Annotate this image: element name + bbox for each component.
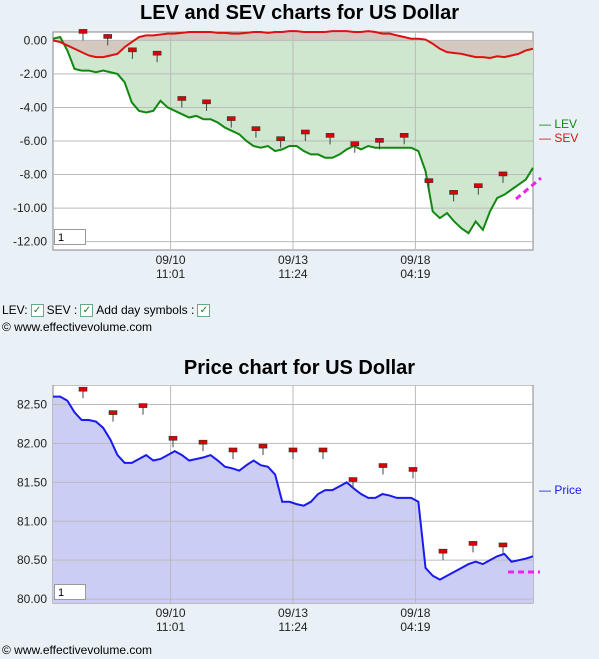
x-tick-date: 09/10 (156, 253, 186, 267)
day-symbol-marker (473, 183, 483, 195)
day-symbol-marker (103, 34, 113, 46)
day-symbol-marker (348, 477, 358, 489)
x-tick-time: 11:24 (278, 267, 307, 281)
day-symbol-marker (198, 439, 208, 452)
legend-sev: — SEV (539, 131, 579, 145)
day-symbol-marker (228, 447, 238, 459)
lev-checkbox[interactable]: ✓ (30, 303, 44, 317)
site-credit-1: © www.effectivevolume.com (2, 320, 153, 334)
price-chart: 82.50 82.00 81.50 81.00 80.50 80.00 09/1011:01… (17, 385, 540, 634)
day-symbol-marker (78, 386, 88, 399)
x-tick-date: 09/10 (156, 606, 186, 620)
day-symbol-marker (408, 467, 418, 479)
x-tick-time: 04:19 (400, 620, 430, 634)
y-tick-label: 80.50 (17, 553, 47, 567)
y-tick-label: 82.00 (17, 436, 47, 450)
price-area (53, 396, 533, 603)
day-symbol-marker (258, 443, 268, 456)
legend-price-label: Price (554, 483, 582, 497)
y-tick-label: -8.00 (20, 168, 48, 182)
day-symbol-marker (378, 463, 388, 475)
day-symbol-marker (177, 96, 187, 108)
x-tick-time: 11:01 (156, 620, 185, 634)
x-tick-time: 04:19 (400, 267, 430, 281)
day-symbol-marker (168, 435, 178, 448)
y-tick-label: 81.50 (17, 475, 47, 489)
day-symbols-checkbox[interactable]: ✓ (197, 303, 211, 317)
projection-dash (515, 176, 542, 201)
lev-label: LEV: (2, 303, 28, 317)
day-symbol-marker (318, 447, 328, 459)
day-symbol-marker (226, 116, 236, 128)
y-tick-label: 80.00 (17, 592, 47, 606)
site-credit-2: © www.effectivevolume.com (2, 643, 153, 657)
day-symbol-marker (424, 178, 434, 190)
sev-label: SEV : (46, 303, 78, 317)
chart-title-price: Price chart for US Dollar (183, 357, 416, 379)
zoom-input-2[interactable]: 1 (54, 584, 86, 600)
day-symbol-marker (152, 50, 162, 63)
day-symbol-marker (399, 133, 409, 145)
day-symbol-marker (301, 129, 310, 141)
day-symbol-marker (276, 136, 285, 148)
x-tick-date: 09/13 (278, 606, 308, 620)
y-tick-label: 0.00 (24, 33, 48, 47)
x-tick-time: 11:24 (278, 620, 307, 634)
y-tick-label: -2.00 (20, 67, 48, 81)
series-line-sev (52, 30, 534, 60)
day-symbol-marker (138, 403, 148, 415)
day-symbol-marker (325, 133, 335, 145)
day-symbol-marker (128, 47, 137, 59)
chart-title-lev-sev: LEV and SEV charts for US Dollar (140, 2, 459, 24)
day-symbol-marker (468, 541, 478, 553)
sev-area (53, 31, 533, 58)
day-symbol-marker (375, 138, 384, 150)
legend-sev-label: SEV (554, 131, 579, 145)
y-tick-label: -12.00 (13, 235, 47, 249)
day-symbol-marker (438, 548, 448, 561)
y-tick-label: -10.00 (13, 201, 47, 215)
day-symbol-marker (78, 29, 88, 41)
day-symbol-marker (202, 99, 211, 111)
x-tick-date: 09/18 (400, 606, 430, 620)
day-symbol-marker (498, 542, 508, 554)
day-symbol-marker (108, 410, 118, 422)
series-line-price (53, 395, 534, 581)
legend-lev: — LEV (539, 117, 578, 131)
y-tick-label: 82.50 (17, 397, 47, 411)
day-symbol-marker (498, 171, 508, 183)
series-line-lev (52, 35, 534, 235)
zoom-input-1[interactable]: 1 (54, 229, 86, 245)
y-tick-label: 81.00 (17, 514, 47, 528)
legend-price: — Price (539, 483, 582, 497)
x-tick-date: 09/18 (400, 253, 430, 267)
y-tick-label: -4.00 (20, 100, 48, 114)
sev-checkbox[interactable]: ✓ (80, 303, 94, 317)
legend-lev-label: LEV (554, 117, 578, 131)
day-symbol-marker (350, 141, 360, 153)
day-symbol-marker (251, 126, 261, 138)
y-tick-label: -6.00 (20, 134, 48, 148)
chart-controls: LEV: ✓ SEV : ✓ Add day symbols : ✓ (2, 303, 211, 317)
x-tick-date: 09/13 (278, 253, 308, 267)
day-symbols-label: Add day symbols : (96, 303, 195, 317)
lev-sev-chart: 0.00 -2.00 -4.00 -6.00 -8.00 -10.00 -12.00 09/1… (13, 29, 542, 281)
day-symbol-marker (449, 190, 458, 202)
x-tick-time: 11:01 (156, 267, 185, 281)
day-symbol-marker (288, 447, 298, 459)
